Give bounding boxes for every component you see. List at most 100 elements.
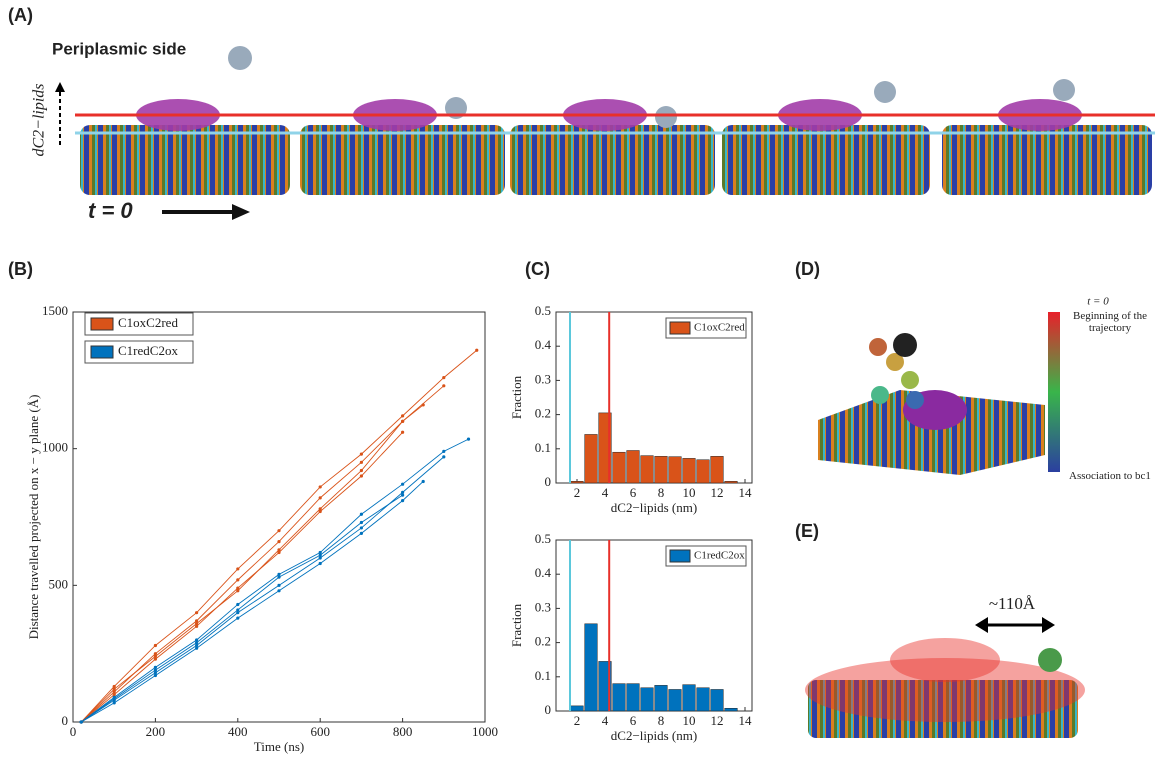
point	[195, 611, 198, 614]
point	[236, 567, 239, 570]
legend-label: C1redC2ox	[118, 343, 178, 358]
point	[319, 562, 322, 565]
x-tick-label: 400	[228, 724, 248, 739]
x-tick-label: 6	[630, 713, 637, 728]
bar	[683, 458, 696, 483]
point	[401, 494, 404, 497]
panel-a: (A) Periplasmic side dC2−lipids t = 0	[8, 5, 1155, 223]
colorbar-label: t = 0	[1087, 296, 1109, 308]
x-tick-label: 4	[602, 485, 609, 500]
cytochrome	[228, 46, 252, 70]
legend-swatch	[91, 346, 113, 358]
point	[236, 617, 239, 620]
panel-d: t = 0 Beginning of the trajectory Associ…	[818, 296, 1158, 510]
y-axis-label: Fraction	[509, 375, 524, 419]
x-tick-label: 14	[739, 713, 753, 728]
x-tick-label: 12	[711, 485, 724, 500]
bar	[683, 685, 696, 711]
legend-swatch	[670, 322, 690, 334]
bar	[669, 689, 682, 711]
bar	[627, 451, 640, 483]
trajectory	[81, 432, 402, 722]
point	[195, 647, 198, 650]
cytochrome	[874, 81, 896, 103]
y-axis-label: Distance travelled projected on x − y pl…	[26, 395, 41, 640]
point	[154, 666, 157, 669]
density	[890, 638, 1000, 682]
cytochrome	[1053, 79, 1075, 101]
colorbar-label-box: Association to bc1	[1062, 470, 1158, 510]
point	[360, 532, 363, 535]
axes-box	[73, 312, 485, 722]
bar	[613, 452, 626, 483]
bar	[627, 684, 640, 711]
y-tick-label: 0.4	[535, 565, 552, 580]
x-tick-label: 12	[711, 713, 724, 728]
panel-label: (B)	[8, 259, 33, 279]
x-tick-label: 0	[70, 724, 77, 739]
point	[236, 589, 239, 592]
y-tick-label: 1500	[42, 303, 68, 318]
point	[80, 720, 83, 723]
legend-label: C1oxC2red	[694, 322, 745, 334]
membrane	[510, 125, 715, 195]
colorbar-label: Association to bc1	[1062, 470, 1158, 482]
point	[319, 551, 322, 554]
legend-swatch	[670, 550, 690, 562]
membrane	[80, 125, 290, 195]
point	[442, 455, 445, 458]
panel-label: (A)	[8, 5, 33, 25]
panel-label: (E)	[795, 521, 819, 541]
point	[360, 474, 363, 477]
point	[236, 608, 239, 611]
point	[195, 638, 198, 641]
point	[360, 513, 363, 516]
bar	[571, 706, 584, 711]
panel-label: (D)	[795, 259, 820, 279]
trajectory-bead	[901, 371, 919, 389]
legend-label: C1oxC2red	[118, 315, 178, 330]
y-tick-label: 0	[545, 474, 552, 489]
y-tick-label: 500	[49, 576, 69, 591]
bar	[697, 688, 710, 711]
x-tick-label: 8	[658, 485, 665, 500]
point	[277, 548, 280, 551]
arrow-head	[232, 204, 250, 220]
y-tick-label: 0.2	[535, 634, 551, 649]
point	[195, 641, 198, 644]
point	[154, 668, 157, 671]
point	[195, 619, 198, 622]
bar	[571, 481, 584, 483]
trajectory	[81, 495, 402, 722]
point	[401, 431, 404, 434]
x-tick-label: 4	[602, 713, 609, 728]
trajectory-bead	[906, 391, 924, 409]
point	[442, 384, 445, 387]
x-tick-label: 14	[739, 485, 753, 500]
point	[195, 644, 198, 647]
y-tick-label: 0.5	[535, 531, 551, 546]
point	[401, 499, 404, 502]
bar	[725, 708, 738, 711]
bar	[697, 460, 710, 483]
point	[277, 576, 280, 579]
y-tick-label: 1000	[42, 440, 68, 455]
point	[360, 461, 363, 464]
point	[277, 584, 280, 587]
membrane	[942, 125, 1152, 195]
point	[319, 556, 322, 559]
point	[401, 414, 404, 417]
side-label: Periplasmic side	[52, 39, 186, 58]
cytochrome	[1038, 648, 1062, 672]
x-tick-label: 8	[658, 713, 665, 728]
x-tick-label: 1000	[472, 724, 498, 739]
bar	[641, 456, 654, 483]
point	[475, 349, 478, 352]
bar	[711, 689, 724, 711]
colorbar-label-box: Beginning of the trajectory	[1062, 310, 1158, 350]
x-tick-label: 2	[574, 485, 581, 500]
y-tick-label: 0	[545, 702, 552, 717]
trajectory-bead	[871, 386, 889, 404]
point	[360, 469, 363, 472]
bar	[669, 457, 682, 483]
